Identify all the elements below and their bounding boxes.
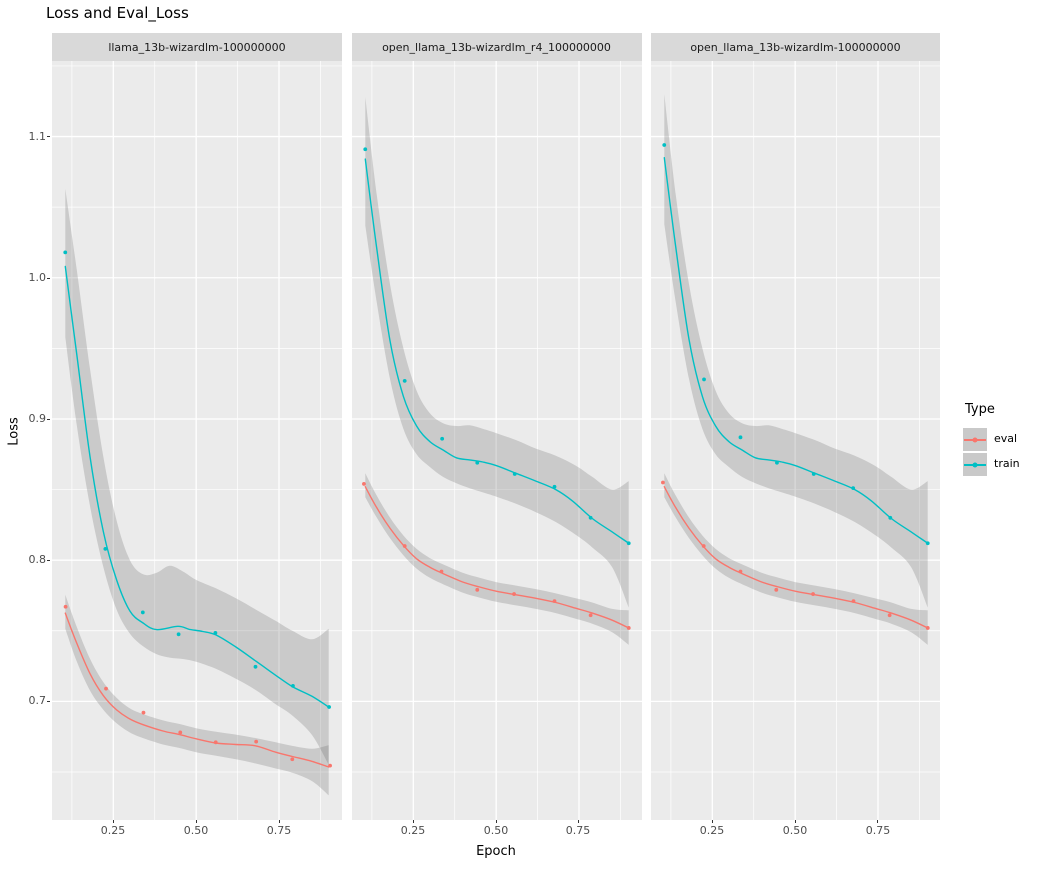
y-axis-tick-label: 1.1 bbox=[28, 130, 47, 143]
x-axis-tick-label: 0.50 bbox=[183, 824, 209, 837]
facet-strip-label: llama_13b-wizardlm-100000000 bbox=[108, 40, 286, 54]
legend-key-eval bbox=[963, 428, 987, 451]
x-tick-mark bbox=[113, 820, 114, 823]
legend-train-point-swatch bbox=[972, 462, 978, 467]
facet-strip-3: open_llama_13b-wizardlm-100000000 bbox=[651, 33, 940, 61]
legend-label-eval: eval bbox=[994, 432, 1018, 445]
y-tick-mark bbox=[47, 560, 50, 561]
facet-strip-label: open_llama_13b-wizardlm_r4_100000000 bbox=[382, 40, 611, 54]
facet-panel-2 bbox=[351, 61, 642, 820]
facet-panel-1 bbox=[52, 61, 342, 820]
x-tick-mark bbox=[877, 820, 878, 823]
facet-plot-1 bbox=[52, 61, 342, 820]
legend-label-train: train bbox=[994, 457, 1020, 470]
facet-plot-2 bbox=[351, 61, 642, 820]
y-axis-tick-label: 0.9 bbox=[28, 412, 47, 425]
y-axis-tick-label: 0.8 bbox=[28, 553, 47, 566]
x-tick-mark bbox=[496, 820, 497, 823]
x-tick-mark bbox=[196, 820, 197, 823]
x-tick-mark bbox=[712, 820, 713, 823]
facet-strip-2: open_llama_13b-wizardlm_r4_100000000 bbox=[351, 33, 642, 61]
x-axis-tick-label: 0.25 bbox=[699, 824, 725, 837]
x-axis-tick-label: 0.75 bbox=[565, 824, 591, 837]
facet-plot-3 bbox=[651, 61, 940, 820]
chart-title: Loss and Eval_Loss bbox=[46, 4, 189, 22]
x-tick-mark bbox=[795, 820, 796, 823]
facet-panel-3 bbox=[651, 61, 940, 820]
y-axis-title: Loss bbox=[6, 417, 22, 446]
y-axis-tick-label: 0.7 bbox=[28, 694, 47, 707]
x-axis-tick-label: 0.25 bbox=[400, 824, 426, 837]
x-tick-mark bbox=[413, 820, 414, 823]
y-axis-tick-label: 1.0 bbox=[28, 271, 47, 284]
x-axis-tick-label: 0.50 bbox=[782, 824, 808, 837]
legend-title: Type bbox=[965, 402, 995, 417]
y-tick-mark bbox=[47, 278, 50, 279]
facet-strip-label: open_llama_13b-wizardlm-100000000 bbox=[690, 40, 901, 54]
y-tick-mark bbox=[47, 701, 50, 702]
x-axis-title: Epoch bbox=[476, 844, 516, 859]
y-tick-mark bbox=[47, 419, 50, 420]
y-tick-mark bbox=[47, 136, 50, 137]
x-axis-tick-label: 0.75 bbox=[266, 824, 292, 837]
legend-eval-point-swatch bbox=[972, 437, 978, 442]
x-axis-tick-label: 0.25 bbox=[100, 824, 126, 837]
x-tick-mark bbox=[279, 820, 280, 823]
x-tick-mark bbox=[578, 820, 579, 823]
legend-key-train bbox=[963, 453, 987, 476]
x-axis-tick-label: 0.50 bbox=[483, 824, 509, 837]
facet-strip-1: llama_13b-wizardlm-100000000 bbox=[52, 33, 342, 61]
x-axis-tick-label: 0.75 bbox=[865, 824, 891, 837]
